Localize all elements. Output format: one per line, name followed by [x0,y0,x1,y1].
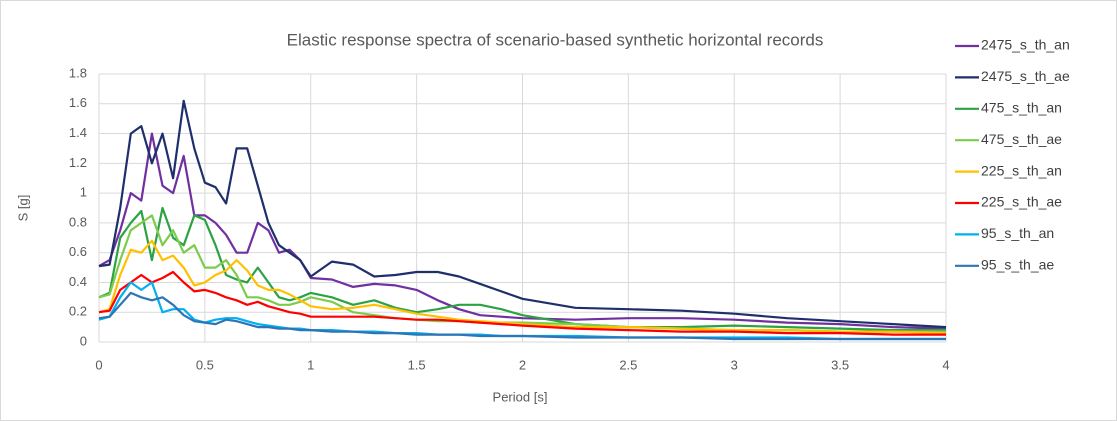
legend-label: 475_s_th_an [981,100,1062,116]
y-tick-label: 0 [80,333,87,348]
chart-title: Elastic response spectra of scenario-bas… [287,30,824,49]
y-tick-label: 1 [80,185,87,200]
x-tick-label: 2 [519,357,526,372]
legend-label: 225_s_th_an [981,162,1062,178]
legend-label: 2475_s_th_an [981,37,1070,53]
y-tick-label: 0.4 [69,274,87,289]
y-tick-label: 0.8 [69,214,87,229]
legend-label: 475_s_th_ae [981,131,1062,147]
x-tick-label: 3.5 [831,357,849,372]
y-tick-label: 1.6 [69,95,87,110]
x-tick-label: 0.5 [196,357,214,372]
legend-label: 225_s_th_ae [981,194,1062,210]
x-tick-label: 2.5 [619,357,637,372]
legend-label: 2475_s_th_ae [981,68,1070,84]
y-tick-label: 1.8 [69,65,87,80]
series-line [98,99,947,329]
legend-label: 95_s_th_ae [981,257,1054,273]
series-line [98,270,946,336]
x-tick-label: 3 [731,357,738,372]
x-axis-label: Period [s] [493,389,548,404]
y-axis-label: S [g] [15,195,30,222]
legend-label: 95_s_th_an [981,225,1054,241]
y-tick-label: 0.6 [69,244,87,259]
x-tick-label: 1.5 [408,357,426,372]
y-tick-label: 1.4 [69,125,87,140]
y-tick-label: 0.2 [69,304,87,319]
x-tick-label: 1 [307,357,314,372]
x-tick-label: 4 [942,357,949,372]
series-line [98,239,947,335]
x-tick-label: 0 [95,357,102,372]
series-line [98,291,946,341]
y-tick-label: 1.2 [69,155,87,170]
